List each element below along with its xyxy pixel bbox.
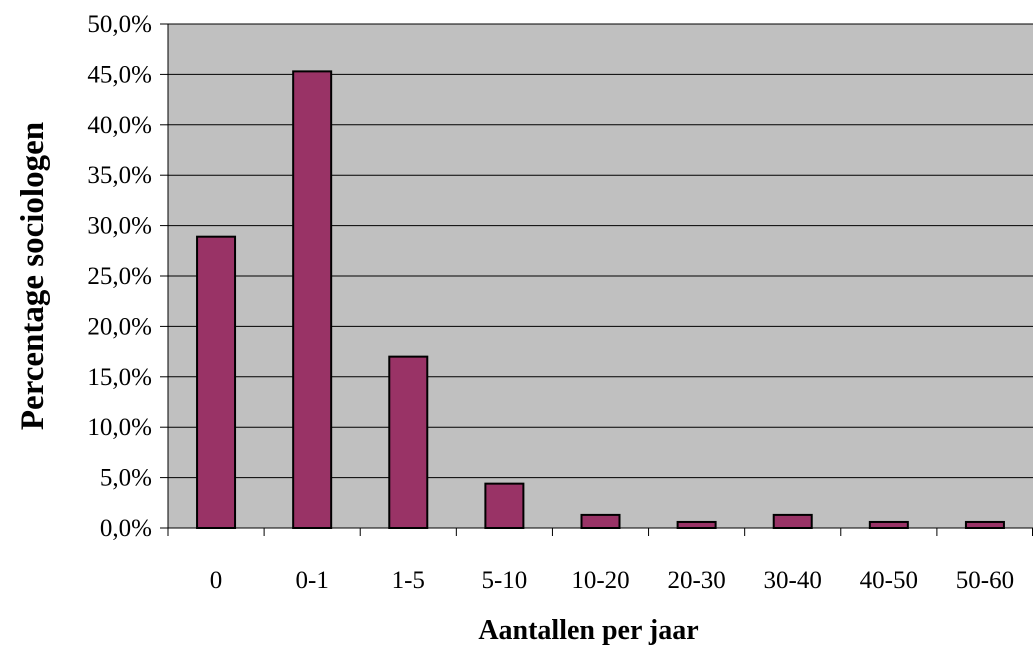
y-tick-label: 10,0% <box>87 414 152 441</box>
y-tick-label: 50,0% <box>87 11 152 38</box>
y-tick-labels: 0,0% 5,0% 10,0% 15,0% 20,0% 25,0% 30,0% 35,0% 40… <box>87 11 152 542</box>
y-tick-label: 30,0% <box>87 213 152 240</box>
x-tick-label: 50-60 <box>956 567 1014 594</box>
x-axis-title: Aantallen per jaar <box>478 615 698 646</box>
bar-0 <box>196 235 237 530</box>
y-tick-label: 35,0% <box>87 162 152 189</box>
y-tick-label: 15,0% <box>87 364 152 391</box>
y-tick-label: 25,0% <box>87 263 152 290</box>
x-tick-label: 40-50 <box>860 567 918 594</box>
y-tick-label: 0,0% <box>100 515 152 542</box>
y-axis-title: Percentage sociologen <box>15 122 51 430</box>
bar-30-40 <box>772 513 813 529</box>
y-tick-label: 20,0% <box>87 313 152 340</box>
x-tick-label: 0-1 <box>296 567 329 594</box>
y-tick-label: 5,0% <box>100 465 152 492</box>
x-tick-label: 10-20 <box>571 567 629 594</box>
bar-5-10 <box>484 482 525 530</box>
bar-0-1 <box>292 70 333 529</box>
bar-20-30 <box>676 520 717 530</box>
x-tick-label: 1-5 <box>392 567 425 594</box>
x-tick-label: 30-40 <box>764 567 822 594</box>
bar-10-20 <box>580 513 621 529</box>
bar-50-60 <box>964 520 1005 530</box>
axes <box>160 23 1033 536</box>
bar-40-50 <box>868 520 909 530</box>
bars <box>196 70 1005 530</box>
bar-1-5 <box>388 355 429 530</box>
x-tick-label: 5-10 <box>481 567 527 594</box>
x-tick-labels: 0 0-1 1-5 5-10 10-20 20-30 30-40 40-50 50-60 <box>210 567 1014 594</box>
x-tick-label: 0 <box>210 567 223 594</box>
y-tick-label: 45,0% <box>87 61 152 88</box>
y-tick-label: 40,0% <box>87 112 152 139</box>
x-tick-label: 20-30 <box>667 567 725 594</box>
